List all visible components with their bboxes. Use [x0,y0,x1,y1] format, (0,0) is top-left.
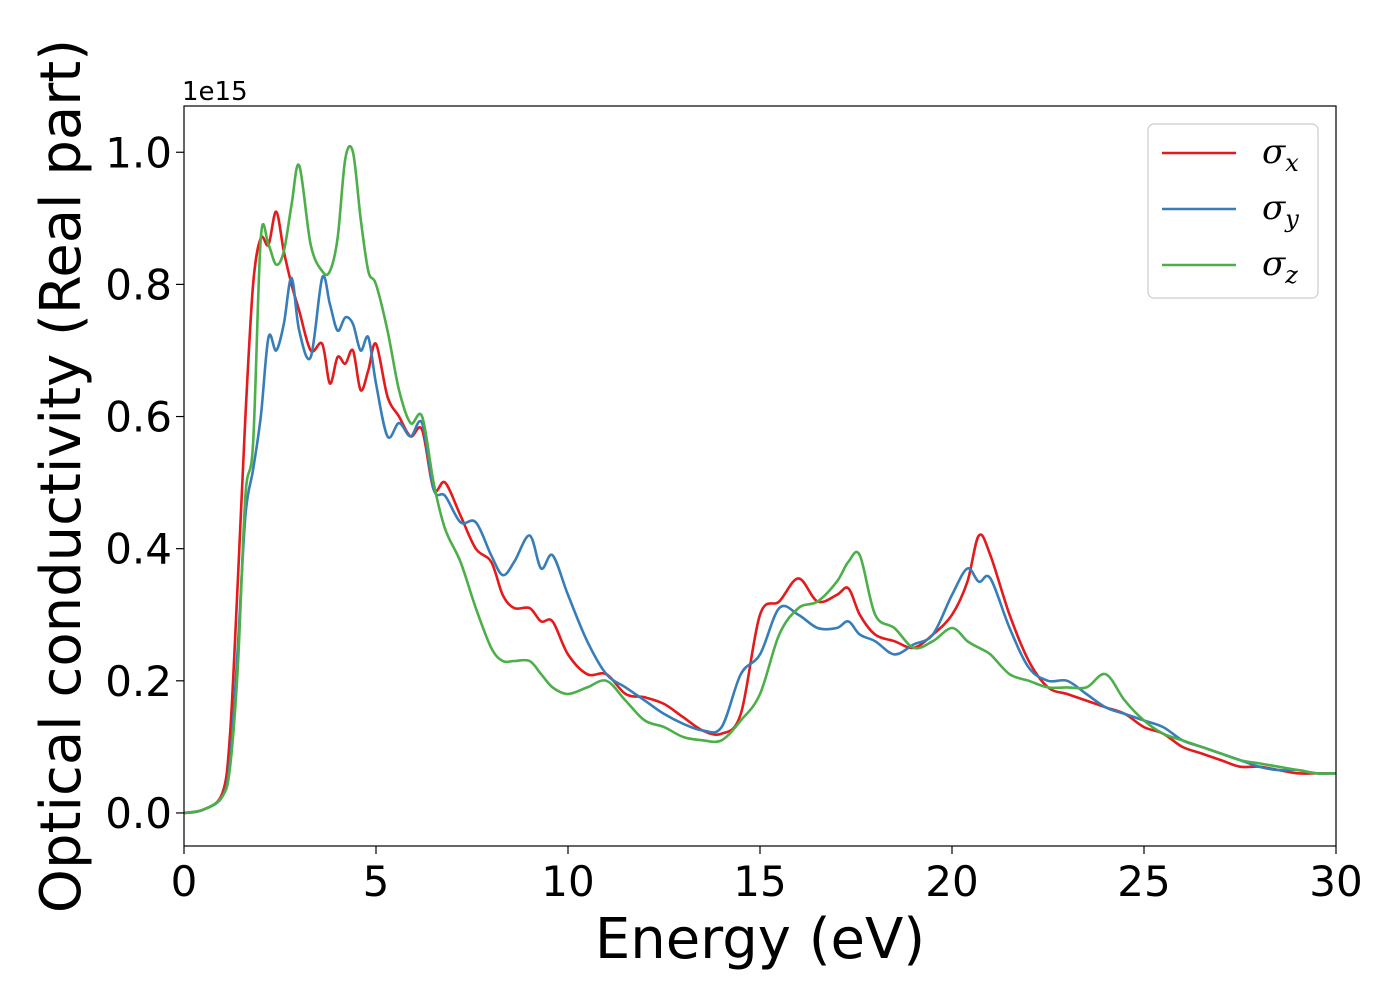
y-offset-label: 1e15 [182,77,248,107]
x-tick-label: 5 [363,857,390,906]
x-tick-label: 15 [733,857,786,906]
y-axis-ticks: 0.0 0.2 0.4 0.6 0.8 1.0 [105,128,184,838]
x-tick-label: 10 [541,857,594,906]
series-line-sigma-z [183,144,1337,815]
series-lines [183,144,1337,815]
y-tick-label: 0.6 [105,393,172,442]
x-tick-label: 25 [1117,857,1170,906]
x-tick-label: 0 [171,857,198,906]
y-axis-label: Optical conductivity (Real part) [29,39,94,913]
x-tick-label: 20 [925,857,978,906]
y-tick-label: 0.2 [105,657,172,706]
y-tick-label: 0.8 [105,260,172,309]
y-tick-label: 1.0 [105,128,172,177]
x-tick-label: 30 [1309,857,1362,906]
y-tick-label: 0.4 [105,525,172,574]
x-axis-ticks: 0 5 10 15 20 25 30 [171,846,1363,906]
legend-frame [1147,123,1319,299]
y-tick-label: 0.0 [105,789,172,838]
x-axis-label: Energy (eV) [595,907,925,972]
series-line-sigma-y [183,274,1337,815]
